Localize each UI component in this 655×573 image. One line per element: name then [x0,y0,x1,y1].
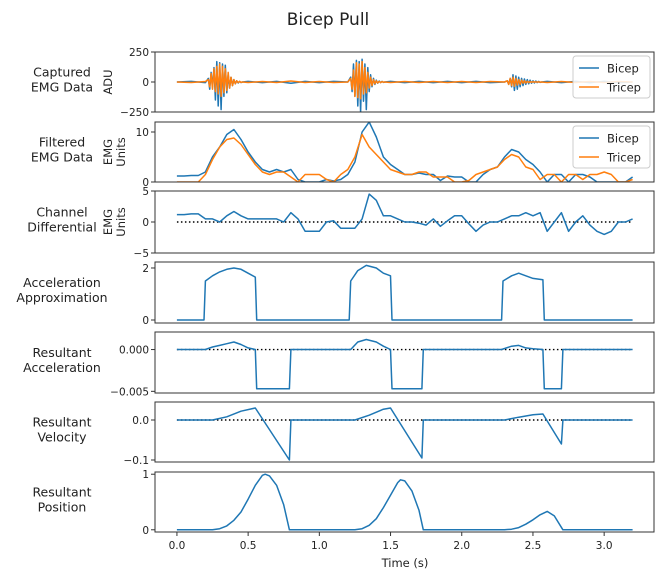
series-line-bicep [176,58,633,112]
x-tick-label: 3.0 [596,540,613,552]
y-tick-label: 0 [142,177,149,189]
legend-label-bicep: Bicep [607,62,639,76]
row-label: Resultant [32,485,91,500]
y-axis-label: EMG [101,139,115,165]
series-line-signal [176,473,633,531]
series-line-signal [176,264,633,321]
row-label: Velocity [37,430,87,445]
x-tick-label: 1.5 [382,540,399,552]
x-axis-label: Time (s) [381,556,429,570]
row-label: Channel [36,205,87,220]
y-axis-label: EMG [101,209,115,235]
y-tick-label: 0 [142,217,149,229]
series-line-tricep [176,60,633,100]
x-tick-label: 1.0 [311,540,328,552]
row-label: Filtered [39,135,85,150]
y-tick-label: 0 [142,525,149,537]
y-tick-label: 0.000 [119,345,149,357]
y-tick-label: 10 [136,127,149,139]
axes-frame [154,471,655,533]
row-label: Position [38,500,87,515]
legend-label-tricep: Tricep [606,81,641,95]
y-tick-label: 5 [142,186,149,198]
axes-frame [154,261,655,324]
row-label: Approximation [16,290,107,305]
row-label: Acceleration [23,360,101,375]
legend-label-tricep: Tricep [606,151,641,165]
y-tick-label: 2 [142,263,149,275]
series-line-tricep [176,133,633,182]
y-tick-label: 0 [142,315,149,327]
y-tick-label: −0.1 [124,455,150,467]
y-axis-label: Units [114,137,128,166]
y-tick-label: −250 [120,107,149,119]
row-label: Captured [33,65,91,80]
legend-label-bicep: Bicep [607,132,639,146]
row-label: EMG Data [31,150,93,165]
y-axis-label: ADU [101,69,115,94]
y-tick-label: 0.0 [132,415,149,427]
row-label: Resultant [32,345,91,360]
series-line-signal [176,193,633,236]
y-tick-label: 0 [142,77,149,89]
y-tick-label: 1 [142,469,149,481]
x-tick-label: 2.0 [453,540,470,552]
x-tick-label: 2.5 [525,540,542,552]
axes-frame [154,331,655,394]
chart-title: Bicep Pull [287,10,370,30]
series-line-bicep [176,122,634,182]
x-tick-label: 0.0 [169,540,186,552]
y-axis-label: Units [114,207,128,236]
y-tick-label: 250 [129,47,149,59]
row-label: Differential [27,220,96,235]
y-tick-label: −0.005 [110,386,149,398]
axes-frame [154,401,655,463]
series-line-signal [176,338,633,390]
row-label: Resultant [32,415,91,430]
series-line-signal [176,407,633,461]
axes-frame [154,121,655,183]
y-tick-label: −5 [134,248,149,260]
row-label: Acceleration [23,275,101,290]
x-tick-label: 0.5 [240,540,257,552]
row-label: EMG Data [31,80,93,95]
